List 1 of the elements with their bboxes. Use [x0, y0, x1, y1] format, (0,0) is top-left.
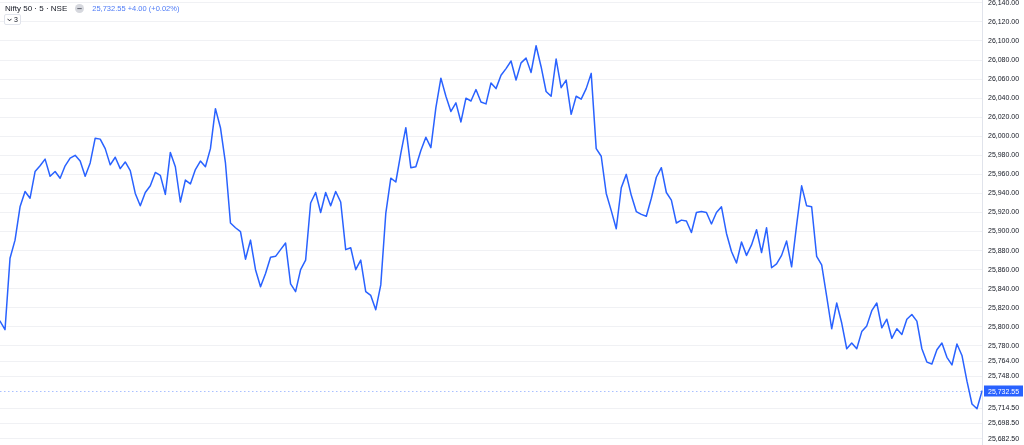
chart-title: Nifty 50 · 5 · NSE [5, 3, 68, 13]
